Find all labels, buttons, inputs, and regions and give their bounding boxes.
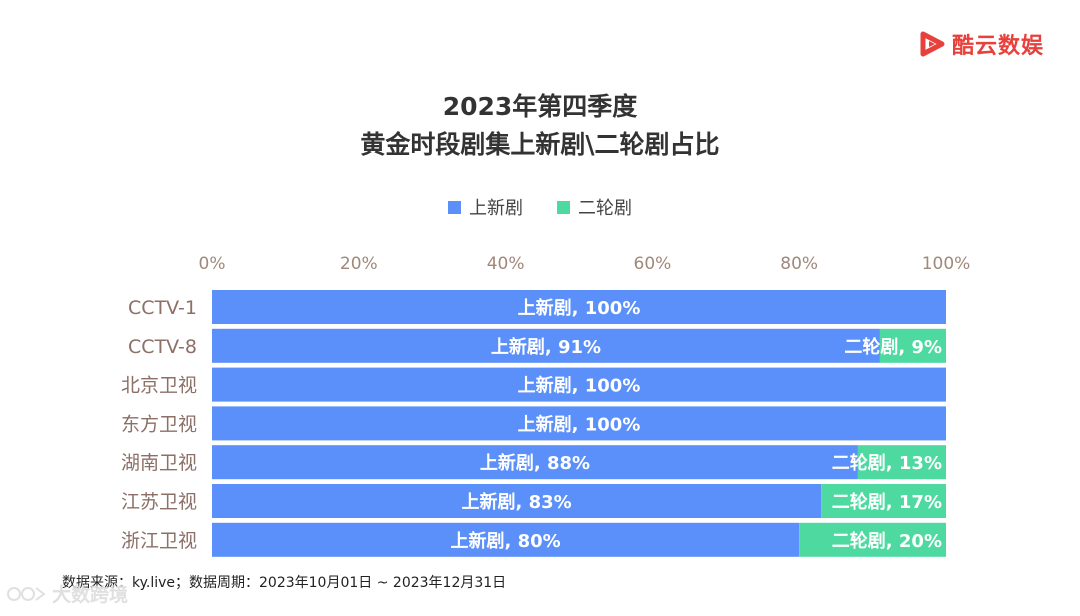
data-label: 上新剧, 100% — [518, 413, 641, 435]
legend-swatch-rerun — [557, 200, 570, 214]
x-tick-label: 40% — [487, 254, 525, 274]
data-source-note: 数据来源：ky.live；数据周期：2023年10月01日 ~ 2023年12月… — [62, 575, 507, 591]
category-label: 北京卫视 — [121, 375, 197, 397]
legend-item-new: 上新剧 — [448, 194, 523, 220]
watermark-text: 大数跨境 — [52, 584, 129, 606]
bar-segment-new — [212, 290, 946, 324]
legend-label-rerun: 二轮剧 — [578, 198, 632, 219]
bar-segment-new — [212, 367, 946, 402]
legend-swatch-new — [448, 200, 461, 214]
bar-segment-new — [212, 328, 880, 363]
x-tick-label: 20% — [340, 254, 378, 274]
x-tick-label: 60% — [634, 254, 672, 274]
bar-segment-new — [212, 522, 800, 557]
category-label: 江苏卫视 — [121, 491, 197, 513]
watermark-logo-icon — [7, 586, 46, 601]
data-label: 上新剧, 91% — [491, 336, 601, 358]
brand-logo: 酷云数娱 — [918, 28, 1044, 60]
bar-segment-new — [212, 484, 822, 518]
category-label: CCTV-8 — [128, 336, 197, 358]
x-tick-label: 0% — [199, 254, 226, 274]
data-label: 上新剧, 100% — [518, 375, 641, 397]
bar-segment-rerun — [879, 328, 946, 363]
x-tick-label: 80% — [780, 254, 818, 274]
brand-name: 酷云数娱 — [952, 34, 1045, 59]
legend-label-new: 上新剧 — [469, 198, 523, 219]
category-label: 东方卫视 — [121, 413, 197, 435]
data-label: 二轮剧, 20% — [832, 530, 942, 552]
bar-segment-rerun — [821, 484, 946, 518]
chart-title-line-1: 2023年第四季度 — [442, 92, 638, 121]
chart-title-line-2: 黄金时段剧集上新剧\二轮剧占比 — [360, 130, 720, 159]
legend-item-rerun: 二轮剧 — [557, 194, 632, 220]
data-label: 上新剧, 83% — [462, 491, 572, 513]
bar-segment-new — [212, 445, 858, 480]
data-label: 二轮剧, 17% — [832, 491, 942, 513]
watermark: 大数跨境 — [6, 580, 128, 607]
data-label: 上新剧, 80% — [450, 530, 560, 552]
chart-legend: 上新剧 二轮剧 — [0, 194, 1080, 220]
data-label: 上新剧, 100% — [518, 297, 641, 319]
data-label: 上新剧, 88% — [480, 452, 590, 474]
bar-segment-rerun — [799, 522, 946, 557]
category-label: CCTV-1 — [128, 297, 197, 319]
x-tick-label: 100% — [922, 254, 971, 274]
data-label: 二轮剧, 13% — [832, 452, 942, 474]
category-label: 浙江卫视 — [121, 530, 197, 552]
chart-title: 2023年第四季度 黄金时段剧集上新剧\二轮剧占比 — [0, 88, 1080, 164]
bar-segment-new — [212, 406, 946, 441]
play-logo-icon — [920, 31, 945, 57]
bar-segment-rerun — [857, 445, 946, 480]
data-label: 二轮剧, 9% — [844, 336, 942, 358]
category-label: 湖南卫视 — [121, 452, 197, 474]
